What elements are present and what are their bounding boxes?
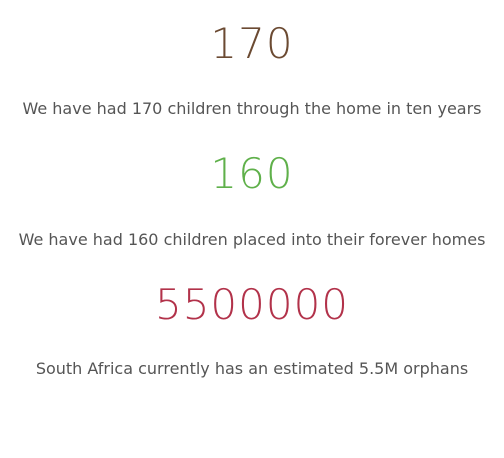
stat-number-children-placed: 160	[210, 149, 294, 198]
stat-description-children-total: We have had 170 children through the hom…	[22, 99, 482, 118]
stat-number-orphans: 5500000	[154, 280, 350, 329]
stat-description-orphans: South Africa currently has an estimated …	[35, 359, 469, 378]
stat-description-children-placed: We have had 160 children placed into the…	[18, 230, 486, 249]
stat-number-children-total: 170	[210, 19, 294, 68]
